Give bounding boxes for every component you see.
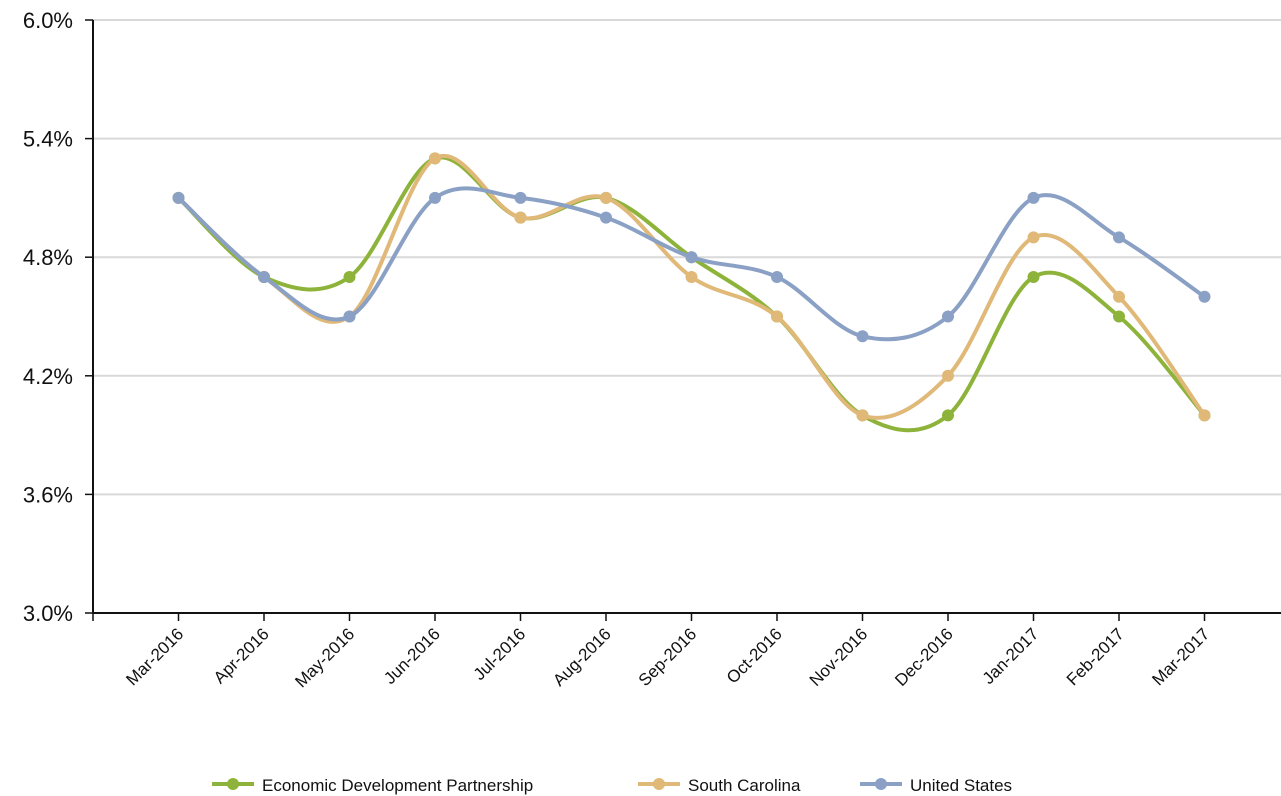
point	[942, 369, 954, 382]
y-tick-label: 4.2%	[23, 364, 73, 389]
point	[942, 409, 954, 422]
y-tick-label: 4.8%	[23, 245, 73, 270]
point	[856, 330, 869, 343]
x-tick-label: Mar-2017	[1148, 624, 1213, 689]
x-tick-label: Jul-2016	[470, 624, 530, 684]
point	[1198, 290, 1211, 303]
point	[429, 152, 441, 165]
x-tick-label: May-2016	[291, 624, 358, 691]
point	[600, 211, 612, 224]
series-line	[177, 155, 1207, 433]
point	[258, 270, 270, 283]
y-tick-label: 5.4%	[23, 127, 73, 152]
y-tick-label: 6.0%	[23, 8, 73, 33]
x-tick-label: Dec-2016	[891, 624, 957, 690]
point	[1027, 191, 1040, 204]
point	[1113, 310, 1125, 323]
legend-label: South Carolina	[688, 776, 801, 795]
legend-dot	[875, 778, 887, 790]
y-tick-label: 3.6%	[23, 482, 73, 507]
point	[771, 270, 783, 283]
legend-label: Economic Development Partnership	[262, 776, 533, 795]
point	[429, 191, 441, 204]
point	[172, 191, 185, 204]
x-tick-label: Feb-2017	[1063, 624, 1128, 689]
x-tick-label: Oct-2016	[723, 624, 786, 687]
point	[1198, 409, 1211, 422]
legend-dot	[653, 778, 665, 790]
point	[1113, 231, 1125, 244]
point	[600, 191, 612, 204]
x-tick-label: Mar-2016	[122, 624, 187, 689]
legend-dot	[227, 778, 239, 790]
point	[856, 409, 869, 422]
x-tick-label: Nov-2016	[806, 624, 872, 690]
point	[1027, 231, 1040, 244]
point	[942, 310, 954, 323]
series-line	[177, 186, 1206, 342]
x-tick-label: Jun-2016	[380, 624, 444, 688]
point	[343, 310, 356, 323]
point	[685, 251, 698, 264]
point	[1113, 290, 1125, 303]
point	[514, 191, 527, 204]
point	[343, 270, 356, 283]
point	[771, 310, 783, 323]
point	[685, 270, 698, 283]
legend-label: United States	[910, 776, 1012, 795]
x-tick-label: Jan-2017	[979, 624, 1043, 688]
x-tick-label: Aug-2016	[549, 624, 615, 690]
point	[1027, 270, 1040, 283]
x-tick-label: Sep-2016	[635, 624, 701, 690]
y-tick-label: 3.0%	[23, 601, 73, 626]
x-tick-label: Apr-2016	[210, 624, 273, 687]
point	[514, 211, 527, 224]
